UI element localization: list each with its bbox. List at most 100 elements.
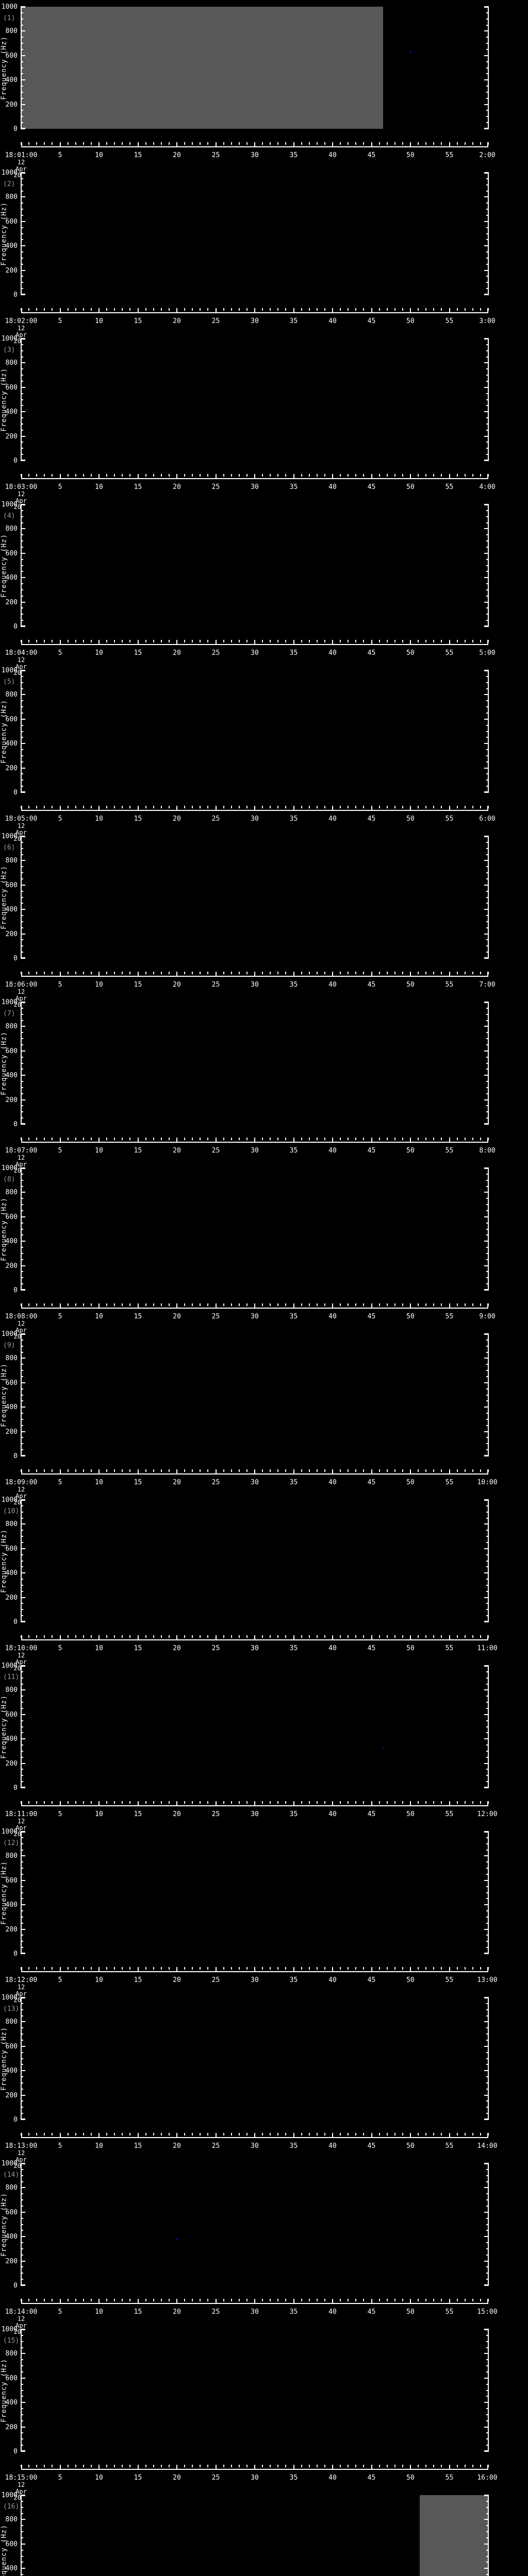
x-axis-minor-tick [184, 2133, 186, 2136]
y-axis-minor-tick [486, 2224, 489, 2225]
y-axis-minor-tick [486, 786, 489, 787]
x-axis-minor-tick [230, 1967, 232, 1970]
x-axis-minor-tick [441, 142, 442, 145]
x-axis-minor-tick [418, 1303, 419, 1306]
x-axis-minor-tick [192, 1635, 193, 1638]
x-axis-tick-label: 30 [251, 649, 259, 657]
plot-area[interactable] [21, 1333, 489, 1456]
x-axis-minor-tick [488, 2465, 489, 2467]
x-axis-minor-tick [418, 2133, 419, 2136]
x-axis-minor-tick [488, 1138, 489, 1140]
x-axis-minor-tick [145, 142, 146, 145]
x-axis-minor-tick [238, 972, 240, 974]
x-axis-major-tick [98, 2299, 100, 2303]
x-axis-minor-tick [270, 474, 271, 477]
plot-area[interactable] [21, 1997, 489, 2120]
x-axis-minor-tick [270, 1469, 271, 1472]
date-label-line: 12 [17, 822, 25, 829]
x-axis-minor-tick [402, 1469, 403, 1472]
x-axis-minor-tick [277, 806, 279, 808]
x-axis-minor-tick [418, 806, 419, 808]
y-axis-minor-tick [21, 1517, 23, 1519]
plot-area[interactable] [21, 1499, 489, 1622]
x-axis-minor-tick [308, 1635, 310, 1638]
x-axis-major-tick [176, 308, 177, 313]
y-axis-minor-tick [21, 2168, 23, 2170]
x-axis-tick-label: 20 [173, 1147, 181, 1155]
x-axis-tick-label: 20 [173, 2308, 181, 2316]
y-axis-tick-label: 0 [13, 789, 18, 796]
x-axis-minor-tick [348, 1469, 349, 1472]
x-axis-minor-tick [160, 972, 162, 974]
plot-area[interactable] [21, 338, 489, 461]
x-axis-minor-tick [153, 2299, 154, 2301]
plot-area[interactable] [21, 836, 489, 959]
plot-area[interactable] [21, 6, 489, 129]
plot-area[interactable] [21, 1831, 489, 1954]
plot-area[interactable] [21, 2329, 489, 2452]
y-axis-tick-label: 0 [13, 1452, 18, 1460]
y-axis-minor-tick [486, 263, 489, 265]
axis-spine-cap [484, 2163, 489, 2164]
x-axis-minor-tick [285, 2133, 287, 2136]
plot-area[interactable] [21, 172, 489, 295]
plot-area[interactable] [21, 1167, 489, 1291]
x-axis-minor-tick [308, 1469, 310, 1472]
x-axis-minor-tick [340, 1303, 341, 1306]
y-axis-minor-tick [21, 755, 23, 756]
y-axis-minor-tick [21, 1044, 23, 1045]
x-axis-minor-tick [363, 308, 365, 311]
chart-panel: 0 200 400 600 800 1000 Frequency (Hz) (6) 18:06:… [0, 833, 528, 1008]
y-axis-minor-tick [21, 1020, 23, 1021]
y-axis-major-tick [484, 269, 489, 271]
y-axis-major-tick [484, 2260, 489, 2262]
x-axis-tick-label: 35 [289, 1645, 298, 1652]
x-axis-minor-tick [394, 806, 395, 808]
x-axis-tick-label: 55 [445, 1147, 454, 1155]
y-axis-tick-label: 800 [5, 1354, 18, 1363]
x-axis-tick-label: 40 [328, 1976, 337, 1984]
y-axis-tick-label: 600 [5, 217, 18, 226]
y-axis-minor-tick [486, 97, 489, 99]
y-axis-minor-tick [21, 1093, 23, 1094]
y-axis-tick-label: 200 [5, 1262, 18, 1270]
x-axis-minor-tick [378, 972, 380, 974]
x-axis-end-label: 3:00 [479, 317, 496, 325]
x-axis-minor-tick [230, 2465, 232, 2467]
y-axis-tick-label: 600 [5, 2540, 18, 2548]
y-axis-minor-tick [486, 2445, 489, 2446]
y-axis-minor-tick [486, 1775, 489, 1776]
axis-spine-cap [484, 1334, 489, 1335]
y-axis-minor-tick [486, 1732, 489, 1734]
x-axis-minor-tick [200, 2465, 201, 2467]
y-axis-minor-tick [486, 1750, 489, 1752]
x-axis-minor-tick [324, 1469, 325, 1472]
x-axis-tick-label: 25 [211, 1645, 220, 1652]
x-axis-minor-tick [464, 2299, 466, 2301]
plot-area[interactable] [21, 2495, 489, 2576]
x-axis-major-tick [254, 308, 255, 313]
y-axis-minor-tick [486, 2389, 489, 2391]
y-axis-minor-tick [21, 356, 23, 358]
x-axis-minor-tick [145, 1635, 146, 1638]
y-axis-major-tick [21, 718, 25, 720]
plot-area[interactable] [21, 670, 489, 793]
plot-area[interactable] [21, 2163, 489, 2286]
x-axis-minor-tick [394, 1303, 395, 1306]
x-axis-minor-tick [363, 972, 365, 974]
x-axis-minor-tick [238, 1967, 240, 1970]
x-axis-tick-label: 20 [173, 1479, 181, 1486]
plot-area[interactable] [21, 1002, 489, 1125]
x-axis-minor-tick [145, 1138, 146, 1140]
x-axis-tick-label: 30 [251, 815, 259, 823]
x-axis-minor-tick [160, 142, 162, 145]
x-axis-minor-tick [44, 1138, 45, 1140]
y-axis-minor-tick [21, 227, 23, 228]
x-axis-minor-tick [308, 640, 310, 642]
y-axis-minor-tick [21, 1892, 23, 1893]
plot-area[interactable] [21, 1665, 489, 1788]
axis-spine-cap [484, 1666, 489, 1667]
plot-area[interactable] [21, 504, 489, 627]
x-axis-major-tick [293, 640, 294, 645]
x-axis-minor-tick [246, 142, 248, 145]
